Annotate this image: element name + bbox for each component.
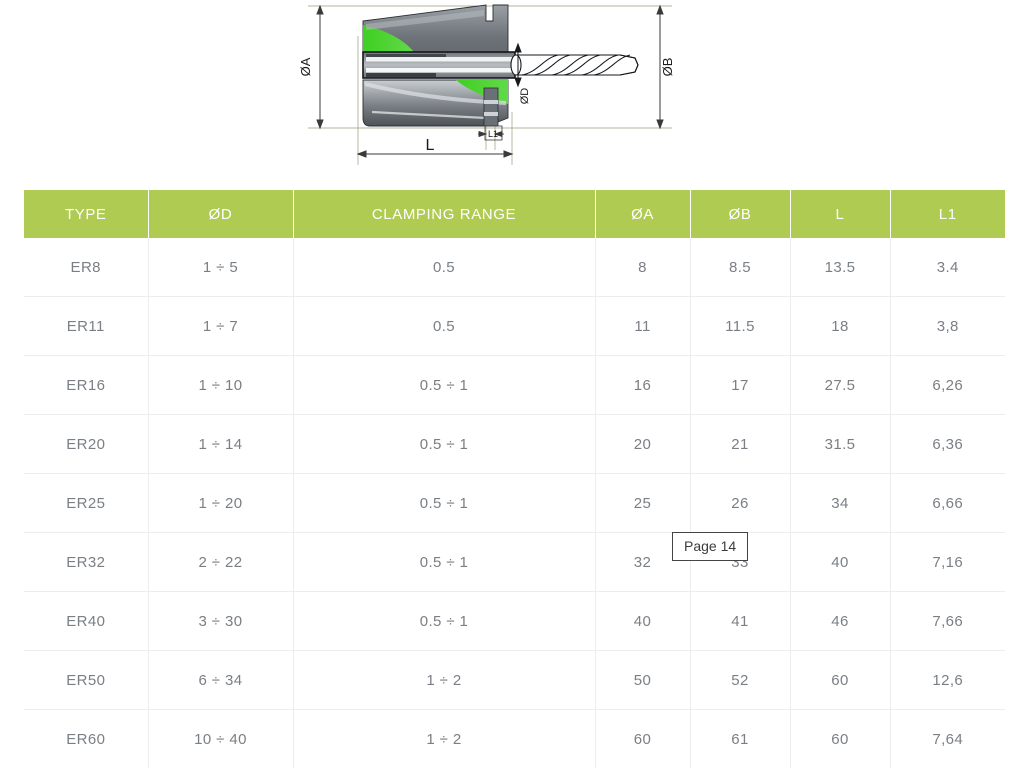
cell-od: 1 ÷ 10 <box>148 356 293 415</box>
cell-ob: 8.5 <box>690 238 790 297</box>
cell-clamp: 0.5 ÷ 1 <box>293 415 595 474</box>
column-header-type[interactable]: TYPE <box>24 190 148 238</box>
cell-l: 13.5 <box>790 238 890 297</box>
cell-od: 1 ÷ 7 <box>148 297 293 356</box>
cell-type: ER50 <box>24 651 148 710</box>
cell-clamp: 0.5 ÷ 1 <box>293 356 595 415</box>
page-number-tooltip: Page 14 <box>672 532 748 561</box>
cell-oa: 60 <box>595 710 690 768</box>
cell-l1: 12,6 <box>890 651 1005 710</box>
collet-technical-drawing: ØA ØB <box>290 0 680 172</box>
cell-od: 3 ÷ 30 <box>148 592 293 651</box>
cell-l: 40 <box>790 533 890 592</box>
cell-l1: 6,36 <box>890 415 1005 474</box>
cell-od: 2 ÷ 22 <box>148 533 293 592</box>
cell-clamp: 0.5 ÷ 1 <box>293 533 595 592</box>
cell-oa: 50 <box>595 651 690 710</box>
column-header-l1[interactable]: L1 <box>890 190 1005 238</box>
cell-type: ER25 <box>24 474 148 533</box>
cell-od: 10 ÷ 40 <box>148 710 293 768</box>
cell-l: 60 <box>790 710 890 768</box>
cell-ob: 52 <box>690 651 790 710</box>
label-l: L <box>426 137 435 154</box>
cell-type: ER60 <box>24 710 148 768</box>
cell-clamp: 1 ÷ 2 <box>293 710 595 768</box>
cell-od: 1 ÷ 5 <box>148 238 293 297</box>
column-header-clamping-range[interactable]: CLAMPING RANGE <box>293 190 595 238</box>
column-header-oa[interactable]: ØA <box>595 190 690 238</box>
cell-ob: 17 <box>690 356 790 415</box>
collet-bore <box>363 52 515 78</box>
cell-l: 60 <box>790 651 890 710</box>
label-oa: ØA <box>298 57 313 76</box>
cell-oa: 11 <box>595 297 690 356</box>
cell-ob: 11.5 <box>690 297 790 356</box>
cell-clamp: 0.5 <box>293 297 595 356</box>
cell-l: 46 <box>790 592 890 651</box>
twist-drill-bit <box>511 55 638 75</box>
cell-l: 34 <box>790 474 890 533</box>
cell-l1: 6,26 <box>890 356 1005 415</box>
table-header: TYPE ØD CLAMPING RANGE ØA ØB L L1 <box>24 190 1005 238</box>
cell-l1: 7,66 <box>890 592 1005 651</box>
cell-type: ER20 <box>24 415 148 474</box>
cell-oa: 40 <box>595 592 690 651</box>
cell-type: ER40 <box>24 592 148 651</box>
cell-ob: 41 <box>690 592 790 651</box>
cell-ob: 21 <box>690 415 790 474</box>
collet-l1-slot <box>484 88 498 126</box>
cell-l1: 3.4 <box>890 238 1005 297</box>
cell-clamp: 0.5 ÷ 1 <box>293 592 595 651</box>
cell-l: 27.5 <box>790 356 890 415</box>
cell-oa: 16 <box>595 356 690 415</box>
cell-clamp: 0.5 ÷ 1 <box>293 474 595 533</box>
cell-oa: 25 <box>595 474 690 533</box>
cell-clamp: 1 ÷ 2 <box>293 651 595 710</box>
cell-ob: 26 <box>690 474 790 533</box>
cell-type: ER11 <box>24 297 148 356</box>
cell-clamp: 0.5 <box>293 238 595 297</box>
cell-oa: 8 <box>595 238 690 297</box>
cell-ob: 61 <box>690 710 790 768</box>
cell-type: ER8 <box>24 238 148 297</box>
label-ob: ØB <box>660 58 675 77</box>
column-header-ob[interactable]: ØB <box>690 190 790 238</box>
label-l1: L1 <box>488 129 498 139</box>
table-header-row: TYPE ØD CLAMPING RANGE ØA ØB L L1 <box>24 190 1005 238</box>
cell-type: ER16 <box>24 356 148 415</box>
column-header-l[interactable]: L <box>790 190 890 238</box>
cell-l1: 6,66 <box>890 474 1005 533</box>
cell-l1: 7,64 <box>890 710 1005 768</box>
cell-l1: 7,16 <box>890 533 1005 592</box>
cell-l: 31.5 <box>790 415 890 474</box>
column-header-od[interactable]: ØD <box>148 190 293 238</box>
dimension-line-l <box>358 151 512 157</box>
cell-l: 18 <box>790 297 890 356</box>
cell-oa: 20 <box>595 415 690 474</box>
dimension-line-oa <box>317 6 323 128</box>
cell-od: 1 ÷ 20 <box>148 474 293 533</box>
cell-l1: 3,8 <box>890 297 1005 356</box>
cell-od: 6 ÷ 34 <box>148 651 293 710</box>
cell-od: 1 ÷ 14 <box>148 415 293 474</box>
label-od: ØD <box>519 88 531 105</box>
cell-type: ER32 <box>24 533 148 592</box>
